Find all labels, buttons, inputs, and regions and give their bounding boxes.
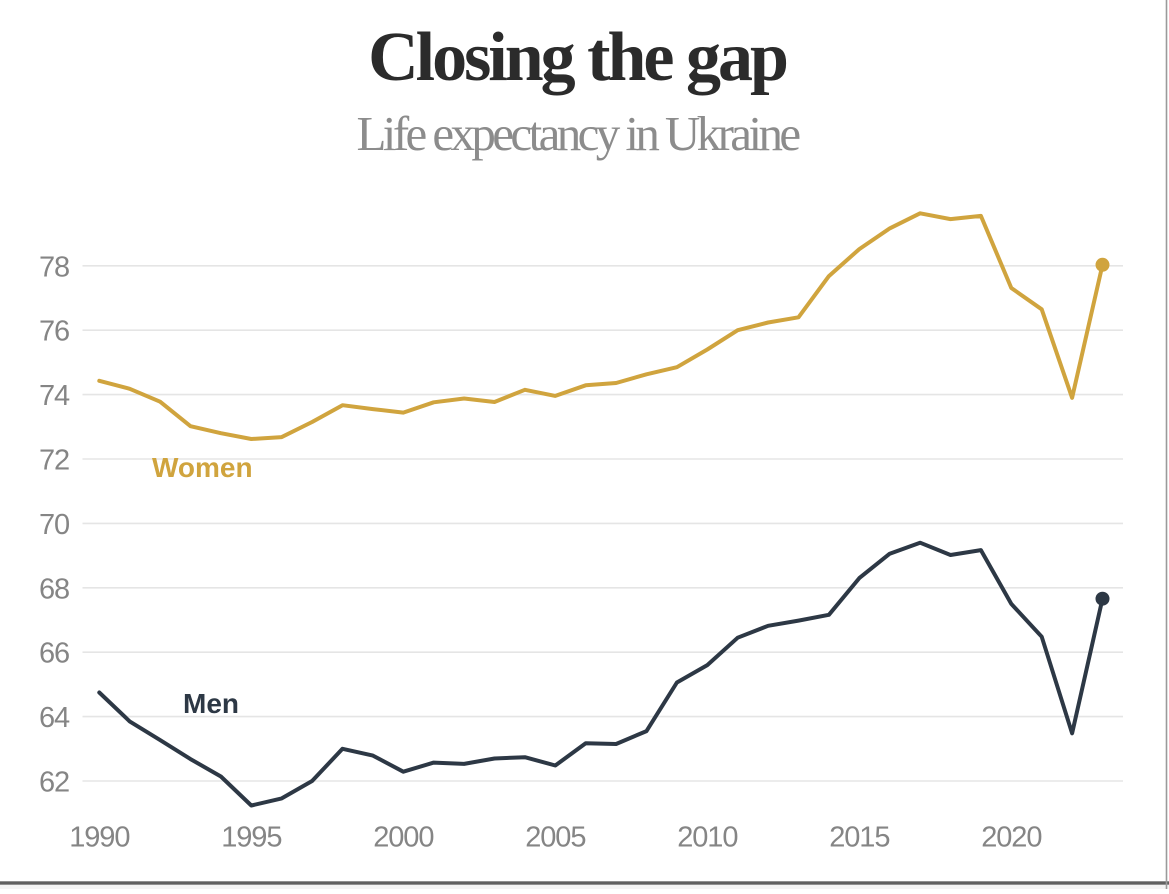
svg-text:72: 72 [39, 445, 69, 477]
svg-text:Closing the gap: Closing the gap [368, 19, 787, 96]
svg-text:1995: 1995 [221, 822, 281, 854]
svg-text:2020: 2020 [981, 822, 1041, 854]
svg-text:70: 70 [39, 509, 69, 541]
svg-text:66: 66 [39, 638, 69, 670]
svg-text:Life expectancy in Ukraine: Life expectancy in Ukraine [356, 106, 800, 161]
svg-text:64: 64 [39, 702, 70, 734]
svg-text:Men: Men [183, 688, 239, 719]
svg-text:68: 68 [39, 573, 69, 605]
svg-text:76: 76 [39, 316, 69, 348]
svg-text:1990: 1990 [69, 822, 129, 854]
svg-text:2000: 2000 [373, 822, 433, 854]
svg-text:2005: 2005 [525, 822, 585, 854]
svg-text:74: 74 [39, 380, 70, 412]
svg-text:62: 62 [39, 767, 69, 799]
svg-text:2010: 2010 [677, 822, 737, 854]
svg-text:Women: Women [152, 452, 253, 483]
svg-text:2015: 2015 [829, 822, 889, 854]
svg-text:78: 78 [39, 251, 69, 283]
